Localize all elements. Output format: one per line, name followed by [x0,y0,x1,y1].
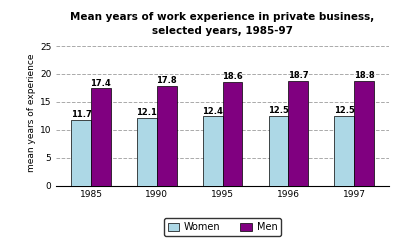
Text: 12.1: 12.1 [136,108,157,117]
Text: 17.4: 17.4 [91,79,111,88]
Text: 12.5: 12.5 [268,106,289,115]
Bar [91,89,111,186]
Text: 11.7: 11.7 [71,110,91,119]
Bar [269,116,288,186]
Bar [157,86,176,186]
Text: 12.4: 12.4 [202,107,223,116]
Text: 18.7: 18.7 [288,71,308,80]
Bar [203,116,223,186]
Title: Mean years of work experience in private business,
selected years, 1985-97: Mean years of work experience in private… [71,12,375,35]
Text: 18.8: 18.8 [354,71,374,80]
Text: 17.8: 17.8 [156,76,177,85]
Bar [288,81,308,186]
Y-axis label: mean years of experience: mean years of experience [26,54,36,172]
Bar [354,81,374,186]
Bar [71,120,91,186]
Bar [334,116,354,186]
Text: 12.5: 12.5 [334,106,354,115]
Bar [137,118,157,186]
Legend: Women, Men: Women, Men [164,218,282,236]
Text: 18.6: 18.6 [222,72,243,81]
Bar [223,82,242,186]
